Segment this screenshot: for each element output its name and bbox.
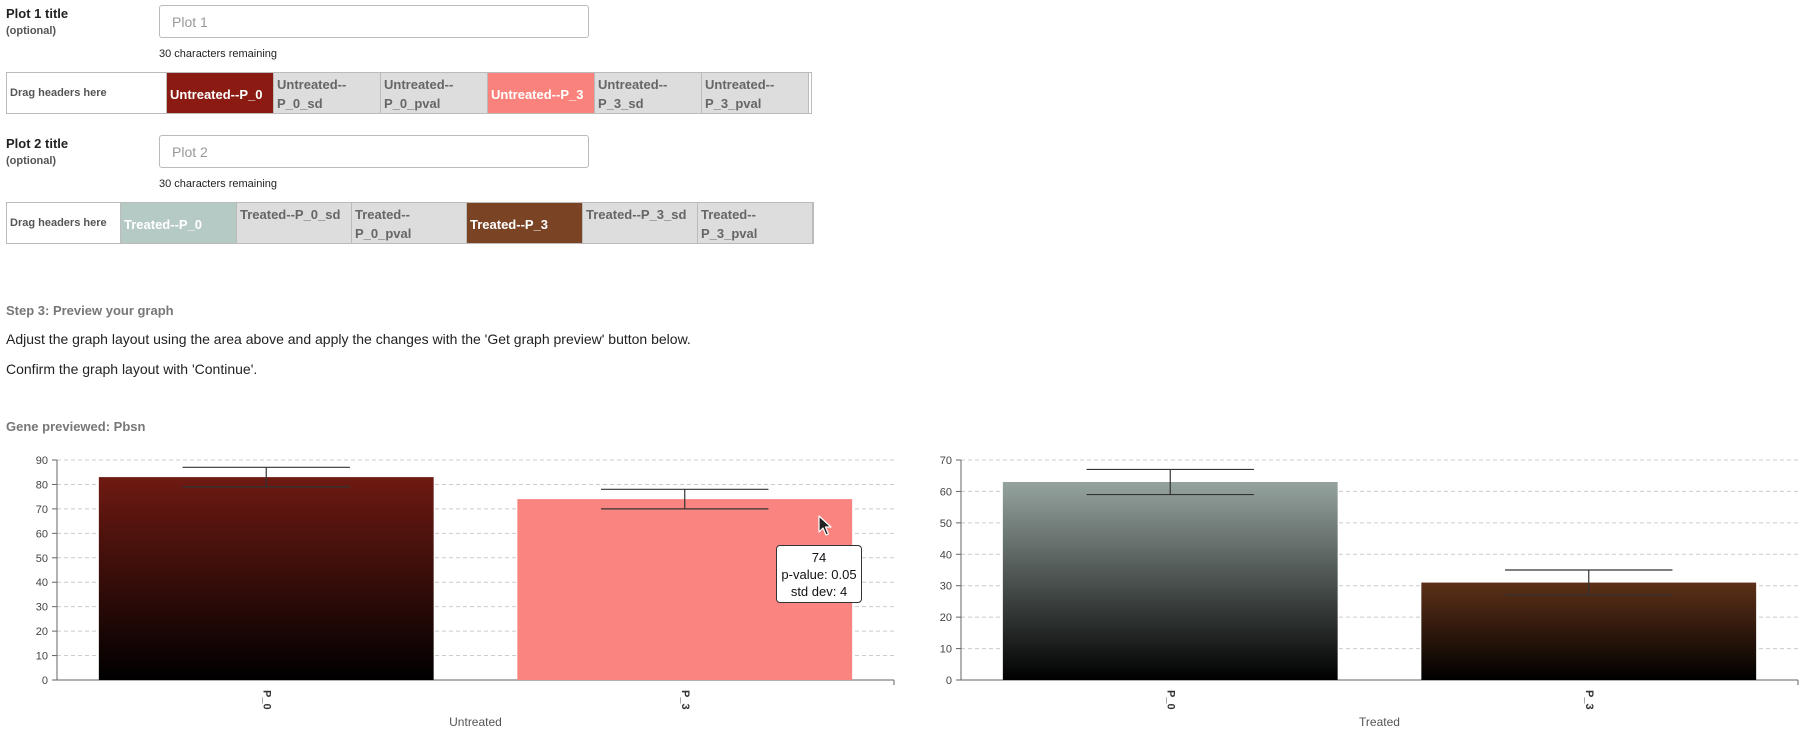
- y-tick-label: 30: [940, 581, 952, 593]
- y-tick-label: 70: [36, 504, 48, 516]
- y-tick-label: 60: [940, 486, 952, 498]
- step3-instruction-2: Confirm the graph layout with 'Continue'…: [6, 361, 258, 377]
- chart-treated: 0 10 20 30 40 50 60 70 P_0 P_3 Treated: [940, 455, 1799, 729]
- plot1-header-chip[interactable]: Untreated--P_0_pval: [381, 73, 488, 113]
- y-tick-label: 70: [940, 455, 952, 467]
- error-bar: [601, 488, 769, 510]
- plot2-title-input[interactable]: [159, 135, 589, 168]
- plot1-title-label: Plot 1 title: [6, 6, 69, 21]
- bar-P_0[interactable]: [1002, 482, 1338, 680]
- x-axis-label: Treated: [1359, 715, 1400, 729]
- plot1-characters-remaining: 30 characters remaining: [159, 48, 278, 60]
- mouse-cursor-icon: [818, 515, 832, 536]
- y-tick-label: 60: [36, 528, 48, 540]
- plot1-header-chip[interactable]: Untreated--P_3: [488, 73, 595, 113]
- plot2-header-chip[interactable]: Treated--P_3: [467, 203, 583, 243]
- plot2-header-chip[interactable]: Treated--P_3_sd: [583, 203, 698, 243]
- y-tick-label: 80: [36, 479, 48, 491]
- plot2-header-dropzone[interactable]: Drag headers here Treated--P_0 Treated--…: [6, 202, 814, 244]
- y-tick-label: 90: [36, 455, 48, 467]
- plot1-header-chip[interactable]: Untreated--P_0: [167, 73, 274, 113]
- plot2-optional-label: (optional): [6, 155, 57, 167]
- error-bar: [182, 466, 350, 488]
- y-tick-label: 20: [940, 612, 952, 624]
- plot1-title-input[interactable]: [159, 5, 589, 38]
- tooltip-value: 74: [811, 550, 827, 565]
- y-tick-label: 10: [940, 644, 952, 656]
- bar-P_0[interactable]: [98, 477, 434, 680]
- chart-untreated: 0 10 20 30 40 50 60 70 80 90 P_0 P_3 Untreated: [36, 455, 895, 729]
- step3-instruction-1: Adjust the graph layout using the area a…: [6, 331, 691, 347]
- plot1-header-chip[interactable]: Untreated--P_3_sd: [595, 73, 702, 113]
- plot2-header-chip[interactable]: Treated--P_0_sd: [237, 203, 352, 243]
- tooltip-stddev: std dev: 4: [790, 584, 848, 599]
- plot2-header-chip[interactable]: Treated--P_0_pval: [352, 203, 467, 243]
- bar-tooltip: 74 p-value: 0.05 std dev: 4: [776, 545, 862, 603]
- step3-title: Step 3: Preview your graph: [6, 303, 174, 318]
- tooltip-pvalue: p-value: 0.05: [781, 567, 857, 582]
- x-category-label: P_3: [679, 690, 691, 710]
- y-tick-label: 10: [36, 651, 48, 663]
- plot2-header-chip[interactable]: Treated--P_3_pval: [698, 203, 813, 243]
- y-tick-label: 20: [36, 626, 48, 638]
- x-axis-label: Untreated: [449, 715, 502, 729]
- y-tick-label: 50: [940, 518, 952, 530]
- y-tick-label: 50: [36, 553, 48, 565]
- plot2-title-label: Plot 2 title: [6, 136, 69, 151]
- error-bar: [1086, 468, 1254, 496]
- gene-previewed-title: Gene previewed: Pbsn: [6, 419, 146, 434]
- plot2-header-chip[interactable]: Treated--P_0: [121, 203, 237, 243]
- plot1-header-dropzone[interactable]: Drag headers here Untreated--P_0 Untreat…: [6, 72, 812, 114]
- bar-P_3[interactable]: [1421, 582, 1757, 680]
- plot1-optional-label: (optional): [6, 25, 57, 37]
- plot1-drag-label: Drag headers here: [7, 73, 167, 113]
- plot2-characters-remaining: 30 characters remaining: [159, 178, 278, 190]
- plot2-drag-label: Drag headers here: [7, 203, 121, 243]
- y-tick-label: 0: [42, 675, 48, 687]
- plot1-header-chip[interactable]: Untreated--P_3_pval: [702, 73, 809, 113]
- y-tick-label: 40: [36, 577, 48, 589]
- plot1-header-chip[interactable]: Untreated--P_0_sd: [274, 73, 381, 113]
- x-category-label: P_0: [260, 690, 272, 710]
- y-tick-label: 40: [940, 549, 952, 561]
- y-tick-label: 30: [36, 602, 48, 614]
- error-bar: [1505, 569, 1673, 596]
- x-category-label: P_3: [1583, 690, 1595, 710]
- y-tick-label: 0: [946, 675, 952, 687]
- x-category-label: P_0: [1164, 690, 1176, 710]
